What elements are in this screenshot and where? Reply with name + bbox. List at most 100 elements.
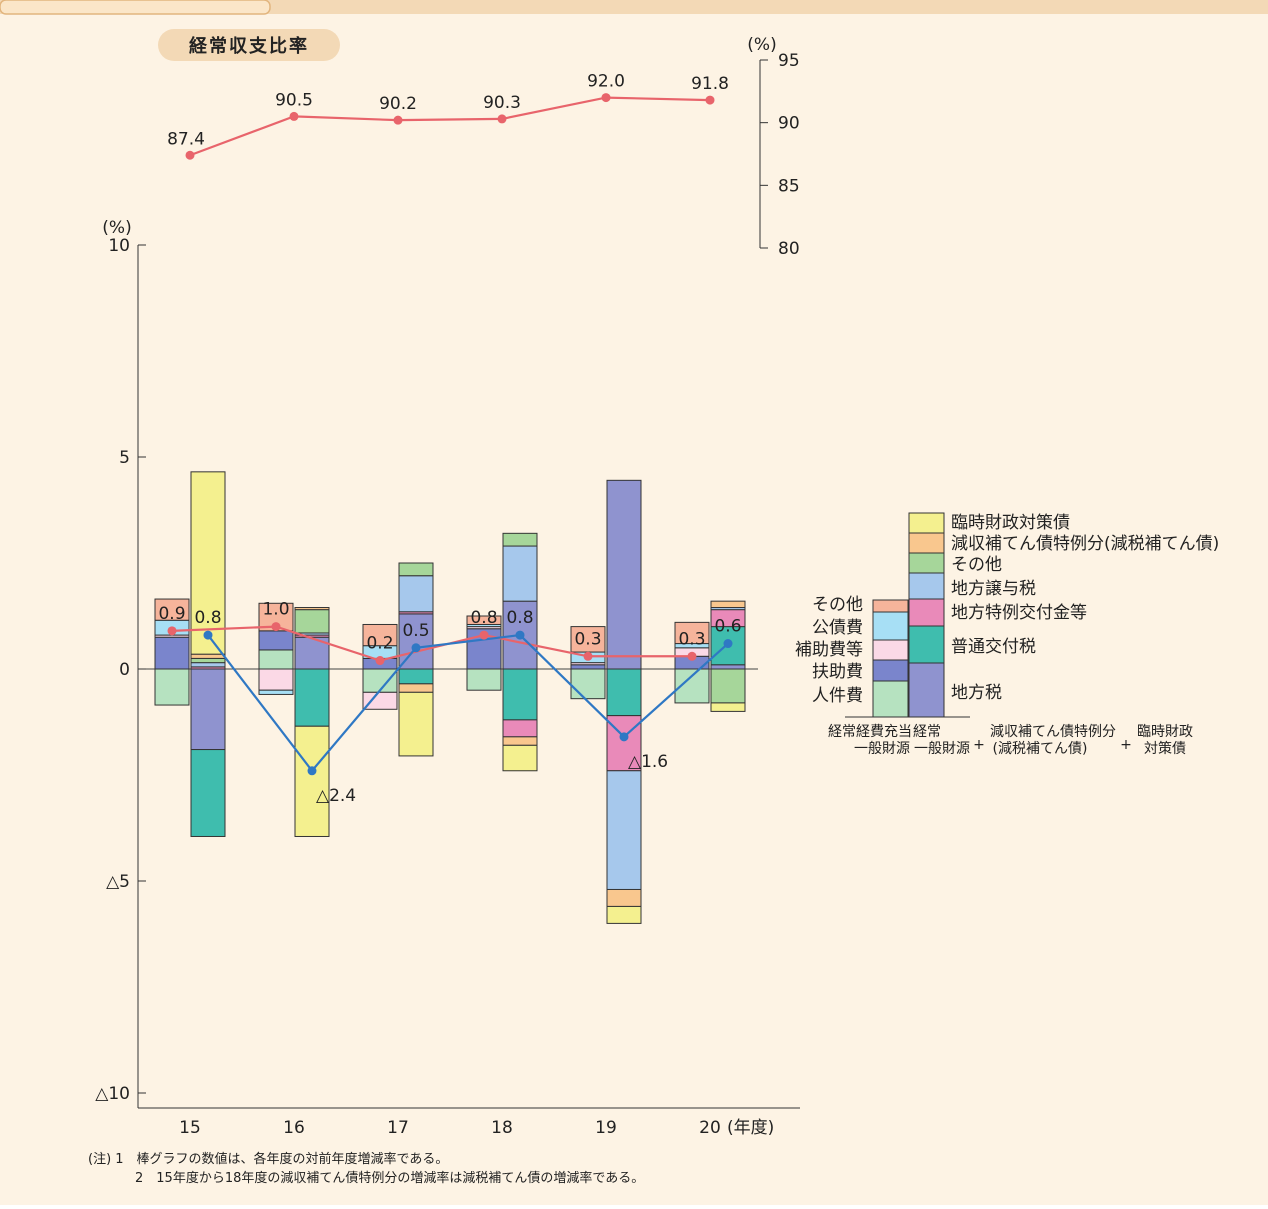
ratio-point — [705, 95, 715, 105]
note-1: (注) 1 棒グラフの数値は、各年度の対前年度増減率である。 — [88, 1151, 448, 1167]
legend-expenditure-label: 公債費 — [812, 618, 863, 638]
legend-revenue-label: 地方譲与税 — [951, 579, 1036, 599]
revenue-bar-segment — [710, 668, 746, 704]
revenue-bar-segment — [710, 600, 746, 609]
expenditure-bar-segment — [570, 626, 606, 653]
ratio-value-label: 92.0 — [587, 72, 625, 92]
revenue-bar-segment — [606, 888, 642, 907]
revenue-bar-segment — [398, 575, 434, 613]
legend-revenue-swatch — [908, 625, 945, 664]
series-point-revenue — [515, 630, 525, 640]
revenue-bar-segment — [398, 691, 434, 757]
series-label-revenue: 0.8 — [506, 608, 533, 628]
ratio-tick-label: 85 — [778, 176, 800, 196]
ratio-point — [601, 93, 611, 103]
revenue-bar-segment — [398, 562, 434, 577]
ratio-tick-label: 80 — [778, 239, 800, 259]
series-point-revenue — [619, 732, 629, 742]
revenue-bar-segment — [294, 725, 330, 837]
revenue-bar-segment — [294, 668, 330, 727]
expenditure-bar-segment — [674, 621, 710, 645]
revenue-bar-segment — [294, 607, 330, 611]
legend-revenue-swatch — [908, 662, 945, 718]
revenue-bar-segment — [606, 668, 642, 717]
panel-title: 経常収支比率 — [189, 35, 309, 57]
legend-expenditure-swatch — [872, 680, 909, 718]
ratio-value-label: 90.2 — [379, 94, 417, 114]
expenditure-bar-segment — [154, 668, 190, 706]
expenditure-bar-segment — [362, 691, 398, 710]
revenue-bar-segment — [502, 736, 538, 746]
x-tick-label: 15 — [179, 1118, 201, 1138]
revenue-bar-segment — [502, 668, 538, 721]
legend-expenditure-label: 補助費等 — [795, 640, 863, 660]
series-point-revenue — [307, 766, 317, 776]
series-label-expenditure: 0.8 — [470, 608, 497, 628]
legend-revenue-label: その他 — [951, 555, 1002, 575]
series-point-revenue — [723, 639, 733, 649]
revenue-bar-segment — [606, 770, 642, 890]
x-tick-label: 19 — [595, 1118, 617, 1138]
expenditure-bar-segment — [258, 689, 294, 695]
y-tick-label: △5 — [106, 872, 130, 892]
series-point-expenditure — [167, 626, 177, 636]
series-label-revenue: 0.6 — [714, 617, 741, 637]
legend-expenditure-swatch — [872, 639, 909, 661]
legend-caption-plus: + — [973, 737, 985, 753]
expenditure-bar-segment — [362, 623, 398, 647]
ratio-point — [185, 150, 195, 160]
revenue-bar-segment — [606, 905, 642, 924]
revenue-bar-segment — [190, 668, 226, 751]
ratio-line — [189, 96, 711, 157]
ratio-line-chart: (%) 80 85 90 95 87.4 90.5 90.2 90.3 92.0 91.8 — [167, 35, 800, 259]
legend-expenditure-label: 人件費 — [812, 686, 863, 706]
y-tick-label: 5 — [119, 448, 130, 468]
top-band — [0, 0, 1268, 14]
legend-caption: 減収補てん債特例分 — [990, 723, 1116, 740]
revenue-bar-segment — [398, 683, 434, 693]
series-point-expenditure — [687, 651, 697, 661]
series-label-revenue: △1.6 — [628, 752, 668, 772]
ratio-tick-label: 95 — [778, 51, 800, 71]
legend-revenue-swatch — [908, 512, 945, 534]
series-label-revenue: 0.5 — [402, 621, 429, 641]
ratio-value-label: 90.3 — [483, 93, 521, 113]
revenue-bar-segment — [606, 479, 642, 670]
series-line-revenue — [207, 633, 729, 773]
series-label-expenditure: 0.3 — [678, 629, 705, 649]
series-point-expenditure — [479, 630, 489, 640]
expenditure-bar-segment — [258, 649, 294, 670]
series-label-expenditure: 0.2 — [366, 634, 393, 654]
expenditure-bar-segment — [466, 615, 502, 625]
expenditure-bar-segment — [154, 636, 190, 670]
legend-expenditure-label: その他 — [812, 595, 863, 615]
ratio-point — [497, 114, 507, 124]
revenue-bar-segment — [190, 471, 226, 655]
x-tick-label: 20 — [699, 1118, 721, 1138]
series-label-expenditure: 0.3 — [574, 629, 601, 649]
series-point-expenditure — [271, 622, 281, 632]
revenue-bar-segment — [190, 653, 226, 659]
legend-revenue-swatch — [908, 572, 945, 600]
legend-caption: 一般財源 — [914, 741, 970, 757]
series-label-expenditure: 1.0 — [262, 600, 289, 620]
y-tick-label: 10 — [108, 236, 130, 256]
expenditure-bar-segment — [154, 598, 190, 621]
legend-revenue-label: 減収補てん債特例分(減税補てん債) — [951, 534, 1219, 554]
revenue-bar-segment — [190, 749, 226, 837]
series-point-revenue — [203, 630, 213, 640]
legend-revenue-label: 地方特例交付金等 — [951, 603, 1087, 623]
legend-expenditure-swatch — [872, 659, 909, 682]
expenditure-bar-segment — [570, 664, 606, 670]
note-2: 2 15年度から18年度の減収補てん債特例分の増減率は減税補てん債の増減率である… — [135, 1170, 644, 1186]
expenditure-bar-segment — [570, 668, 606, 700]
legend-expenditure-label: 扶助費 — [812, 662, 863, 682]
expenditure-bar-segment — [258, 668, 294, 691]
series-label-expenditure: 0.9 — [158, 604, 185, 624]
top-tab — [0, 0, 271, 15]
y-axis-unit: (%) — [102, 218, 131, 238]
x-axis-unit: (年度) — [727, 1118, 774, 1138]
series-label-revenue: 0.8 — [194, 608, 221, 628]
